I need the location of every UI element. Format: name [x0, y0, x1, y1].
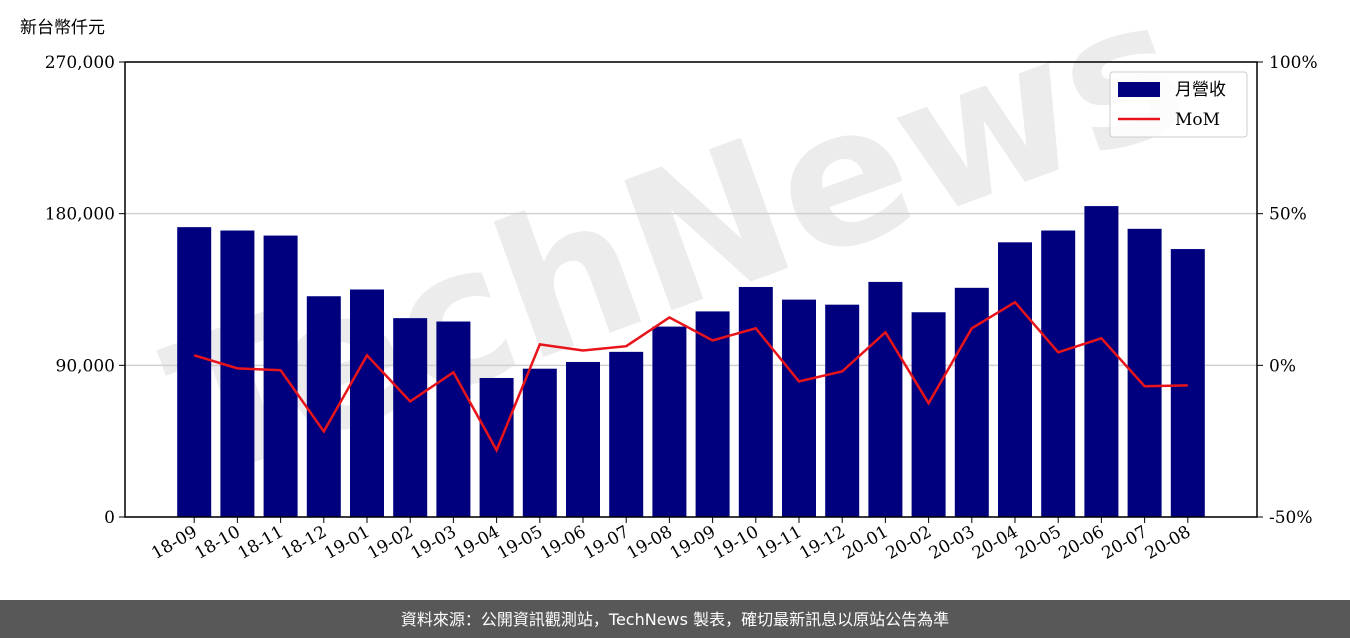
bar: [1041, 230, 1076, 517]
bar: [609, 351, 644, 517]
x-tick-label: 19-03: [407, 522, 459, 564]
bar: [954, 287, 989, 517]
footer-bar: [0, 600, 1350, 638]
x-tick-label: 20-05: [1012, 522, 1064, 564]
x-tick-label: 19-09: [667, 522, 719, 564]
bar: [1084, 206, 1119, 518]
x-tick-label: 18-11: [235, 522, 287, 564]
x-tick-label: 20-02: [883, 522, 935, 564]
bar: [998, 242, 1032, 517]
y-axis-label: 新台幣仟元: [20, 18, 105, 38]
bar: [220, 230, 255, 517]
x-tick-label: 19-04: [451, 522, 503, 564]
x-tick-label: 19-10: [710, 522, 762, 564]
x-tick-label: 19-08: [623, 522, 675, 564]
line: [193, 300, 1188, 454]
x-tick-label: 18-10: [191, 522, 243, 564]
bar: [350, 289, 384, 517]
y2-tick-label: 100%: [1269, 53, 1318, 73]
x-tick-label: 20-07: [1099, 522, 1151, 564]
x-tick-label: 20-08: [1142, 522, 1194, 564]
bar: [566, 361, 600, 517]
bar: [306, 296, 341, 517]
y-tick-label: 90,000: [56, 356, 115, 376]
bar: [1170, 249, 1205, 518]
y2-tick-label: -50%: [1269, 508, 1313, 528]
legend-swatch: [1118, 82, 1160, 97]
footer: 資料來源：公開資訊觀測站，TechNews 製表，確切最新訊息以原站公告為準: [401, 610, 949, 629]
bar: [868, 281, 903, 517]
bar: [393, 318, 428, 517]
x-tick-label: 19-02: [364, 522, 416, 564]
y-tick-label: 270,000: [45, 53, 115, 73]
y2-tick-label: 0%: [1269, 356, 1296, 376]
legend-label: 月營收: [1175, 80, 1226, 100]
y-tick-label: 0: [104, 508, 115, 528]
bar: [911, 312, 946, 517]
bar: [177, 227, 212, 518]
x-tick-label: 20-04: [969, 522, 1021, 564]
bar: [652, 326, 687, 517]
bar: [695, 311, 730, 517]
x-tick-label: 20-03: [926, 522, 978, 564]
bar: [522, 368, 557, 517]
bar: [263, 235, 298, 517]
y2-tick-label: 50%: [1269, 205, 1307, 225]
y-tick-label: 180,000: [45, 205, 115, 225]
x-tick-label: 18-09: [148, 522, 200, 564]
bar: [436, 321, 471, 517]
x-tick-label: 19-01: [321, 522, 373, 564]
x-tick-label: 19-07: [580, 522, 632, 564]
plot-frame: [124, 61, 1258, 518]
x-tick-label: 19-05: [494, 522, 546, 564]
x-tick-label: 19-12: [796, 522, 848, 564]
x-tick-label: 20-06: [1055, 522, 1107, 564]
bar: [738, 286, 773, 517]
x-tick-label: 19-06: [537, 522, 589, 564]
x-tick-label: 20-01: [839, 522, 891, 564]
x-tick-label: 19-11: [753, 522, 805, 564]
bar: [825, 304, 860, 517]
legend-label: MoM: [1175, 110, 1220, 130]
bar: [782, 299, 816, 517]
x-tick-label: 18-12: [278, 522, 330, 564]
